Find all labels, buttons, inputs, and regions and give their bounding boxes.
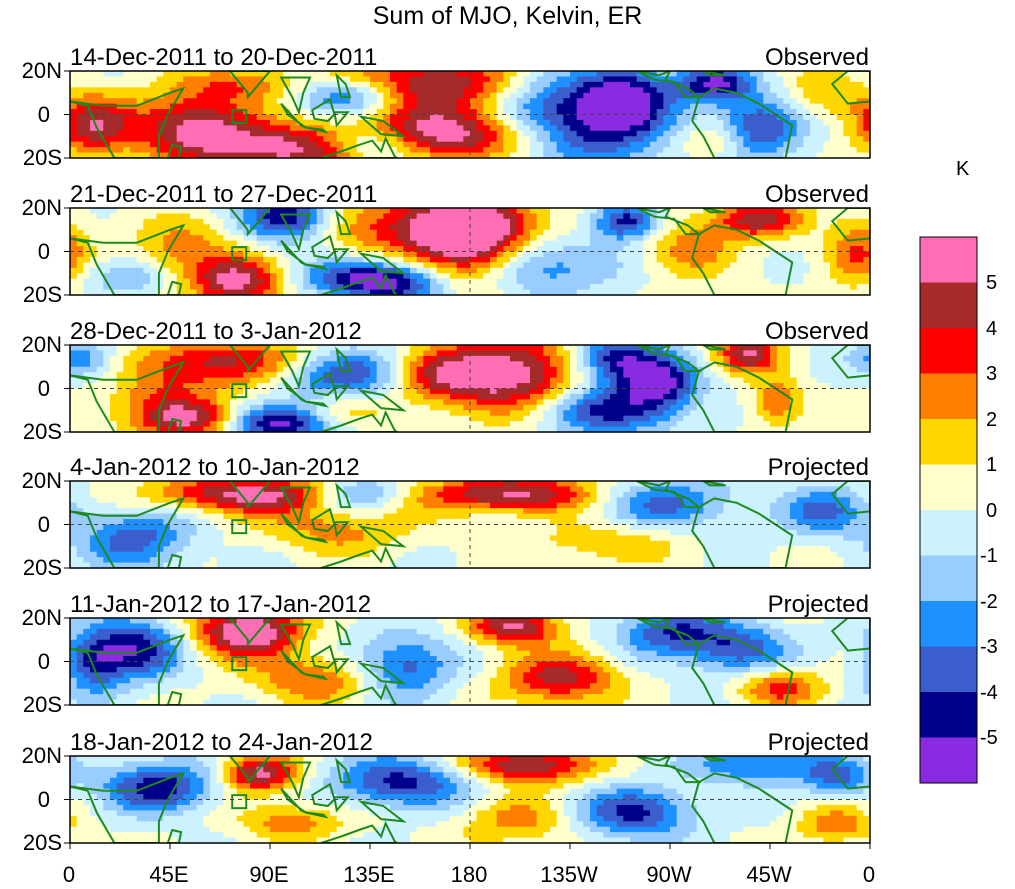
y-tick-0: 0 <box>37 511 50 537</box>
panel-status-label: Projected <box>767 591 869 618</box>
y-tick-20s: 20S <box>22 692 62 717</box>
colorbar-tick-minus-3: -3 <box>980 636 998 658</box>
figure-title: Sum of MJO, Kelvin, ER <box>372 2 643 30</box>
y-tick-20s: 20S <box>22 830 62 855</box>
y-tick-0: 0 <box>37 101 50 127</box>
y-tick-20s: 20S <box>22 282 62 307</box>
panel-status-label: Observed <box>764 181 869 208</box>
colorbar-tick-minus-2: -2 <box>980 591 998 613</box>
colorbar-swatch <box>920 737 977 784</box>
colorbar-swatch <box>920 555 977 602</box>
x-tick-90w: 90W <box>646 862 692 887</box>
x-tick-135w: 135W <box>540 862 598 887</box>
y-tick-20n: 20N <box>21 468 62 493</box>
y-tick-20s: 20S <box>22 555 62 580</box>
colorbar-swatch <box>920 601 977 647</box>
colorbar-swatch <box>920 237 977 283</box>
panel-date-range: 4-Jan-2012 to 10-Jan-2012 <box>70 454 360 481</box>
colorbar-swatch <box>920 328 977 374</box>
colorbar-swatch <box>920 510 977 556</box>
x-tick-45e: 45E <box>149 862 189 887</box>
y-tick-0: 0 <box>37 238 50 264</box>
y-tick-20s: 20S <box>22 419 62 444</box>
panel-date-range: 28-Dec-2011 to 3-Jan-2012 <box>70 318 362 345</box>
y-tick-20n: 20N <box>21 195 62 220</box>
x-tick-90e: 90E <box>249 862 289 887</box>
colorbar-swatch <box>920 419 977 465</box>
y-tick-0: 0 <box>37 375 50 401</box>
x-tick-180: 180 <box>450 862 488 887</box>
colorbar-tick-4: 4 <box>986 318 998 340</box>
map-panel <box>64 617 871 706</box>
colorbar <box>919 236 978 784</box>
colorbar-tick-minus-1: -1 <box>980 545 998 567</box>
y-tick-20n: 20N <box>21 332 62 357</box>
panel-date-range: 18-Jan-2012 to 24-Jan-2012 <box>70 729 373 756</box>
colorbar-swatch <box>920 373 977 420</box>
map-panel <box>64 207 871 296</box>
colorbar-tick-0: 0 <box>986 500 998 522</box>
panel-date-range: 14-Dec-2011 to 20-Dec-2011 <box>70 44 378 71</box>
y-tick-20n: 20N <box>21 58 62 83</box>
panel-date-range: 21-Dec-2011 to 27-Dec-2011 <box>70 181 378 208</box>
y-tick-20s: 20S <box>22 145 62 170</box>
x-tick-135e: 135E <box>343 862 395 887</box>
colorbar-tick-1: 1 <box>986 454 998 476</box>
map-panel <box>64 755 871 844</box>
colorbar-swatch <box>920 464 977 511</box>
colorbar-tick-2: 2 <box>986 409 998 431</box>
x-tick-45w: 45W <box>746 862 792 887</box>
colorbar-swatch <box>920 282 977 329</box>
y-tick-0: 0 <box>37 786 50 812</box>
panel-status-label: Observed <box>764 44 869 71</box>
y-tick-0: 0 <box>37 648 50 674</box>
x-tick-0: 0 <box>62 862 76 887</box>
colorbar-tick-minus-4: -4 <box>980 682 998 704</box>
colorbar-tick-5: 5 <box>986 272 998 294</box>
panel-status-label: Projected <box>767 729 869 756</box>
x-tick-0-end: 0 <box>862 862 876 887</box>
panel-status-label: Observed <box>764 318 869 345</box>
colorbar-units-label: K <box>956 158 970 180</box>
colorbar-swatch <box>920 646 977 693</box>
colorbar-tick-3: 3 <box>986 363 998 385</box>
y-tick-20n: 20N <box>21 743 62 768</box>
map-panel <box>64 480 871 569</box>
map-panel <box>64 344 871 433</box>
map-panel <box>64 70 871 159</box>
panel-date-range: 11-Jan-2012 to 17-Jan-2012 <box>70 591 372 618</box>
panel-status-label: Projected <box>767 454 869 481</box>
colorbar-tick-minus-5: -5 <box>980 727 998 749</box>
colorbar-swatch <box>920 692 977 738</box>
y-tick-20n: 20N <box>21 605 62 630</box>
